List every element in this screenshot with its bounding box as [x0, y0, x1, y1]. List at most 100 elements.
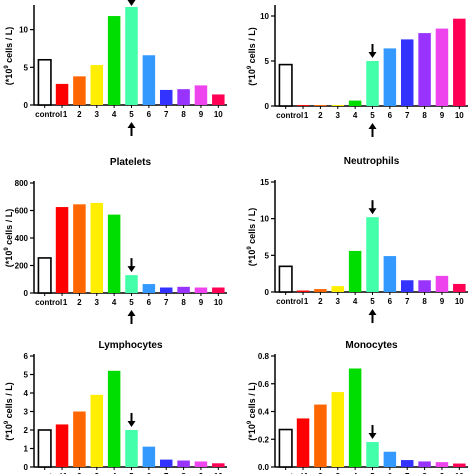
y-axis-label-sup: 9	[247, 420, 253, 424]
x-tick-label: 5	[129, 472, 134, 474]
bar-6	[383, 256, 397, 292]
marker-up-arrow-head	[368, 123, 377, 129]
bar-6	[383, 48, 397, 106]
x-tick-label: 6	[147, 298, 152, 307]
bar-10	[453, 463, 466, 467]
chart-panel-3: Platelets(*109 cells / L)0200400600800co…	[4, 157, 227, 324]
bar-5	[366, 61, 379, 106]
x-tick-label: 8	[181, 472, 186, 474]
y-tick-label: 10	[260, 215, 269, 224]
bar-1	[296, 105, 310, 106]
bar-6	[142, 446, 156, 467]
x-tick-label: 8	[422, 472, 427, 474]
x-tick-label: 9	[199, 472, 204, 474]
x-tick-label: 8	[181, 298, 186, 307]
bar-8	[177, 286, 190, 293]
y-tick-label: 0	[265, 102, 270, 111]
y-tick-label: 5	[24, 63, 29, 72]
x-tick-label: 2	[318, 297, 323, 306]
x-tick-label: 4	[112, 110, 117, 119]
marker-down-arrow-head	[368, 208, 377, 215]
chart-panel-6: Monocytes(*109 cells / L)0.00.20.40.60.8…	[247, 340, 468, 474]
bar-4	[348, 100, 362, 106]
x-tick-label: 4	[112, 472, 117, 474]
x-tick-label: 9	[440, 297, 445, 306]
x-tick-label: 9	[440, 472, 445, 474]
bar-control	[278, 63, 293, 107]
bar-10	[453, 18, 466, 107]
bar-9	[435, 28, 449, 107]
chart-title: Monocytes	[345, 340, 398, 351]
x-tick-label: 2	[318, 111, 323, 120]
marker-down-arrow-head	[368, 433, 377, 440]
bar-5	[125, 275, 138, 293]
x-tick-label: 3	[336, 111, 341, 120]
chart-panel-4: Neutrophils(*109 cells / L)051015control…	[247, 156, 468, 323]
x-tick-label: 5	[129, 298, 134, 307]
bar-7	[400, 280, 414, 292]
x-tick-label: 4	[112, 298, 117, 307]
bar-2	[314, 105, 327, 106]
x-tick-label: 8	[422, 111, 427, 120]
bar-4	[107, 370, 121, 467]
bar-8	[177, 460, 190, 467]
x-tick-label: 3	[95, 298, 100, 307]
y-axis-label-suffix: cells / L)	[247, 27, 257, 66]
x-tick-label: 7	[164, 298, 169, 307]
bar-4	[107, 214, 121, 293]
x-tick-label: 3	[95, 472, 100, 474]
x-tick-label: 9	[199, 110, 204, 119]
y-tick-label: 5	[265, 251, 270, 260]
chart-panel-5: Lymphocytes(*109 cells / L)0123456contro…	[4, 340, 227, 474]
bar-2	[73, 411, 86, 467]
y-axis-label: (*109 cells / L)	[247, 27, 257, 85]
bar-5	[366, 442, 379, 467]
marker-up-arrow-head	[127, 310, 136, 316]
bar-2	[73, 76, 86, 105]
y-axis-label-sup: 9	[247, 65, 253, 69]
x-tick-label: 9	[199, 298, 204, 307]
x-tick-label: 1	[63, 298, 68, 307]
x-tick-label: 5	[370, 297, 375, 306]
x-tick-label: control	[35, 472, 62, 474]
x-tick-label: 2	[77, 110, 82, 119]
bar-4	[107, 16, 121, 105]
x-tick-label: 6	[147, 110, 152, 119]
y-axis-label-prefix: (*10	[4, 69, 14, 86]
y-tick-label: 10	[260, 12, 269, 21]
y-axis-label-prefix: (*10	[247, 69, 257, 86]
x-tick-label: 10	[214, 472, 223, 474]
bar-1	[55, 207, 69, 293]
x-tick-label: 7	[405, 472, 410, 474]
x-tick-label: 1	[63, 472, 68, 474]
bar-8	[418, 33, 431, 106]
bar-10	[453, 283, 466, 292]
chart-title: Platelets	[110, 157, 152, 168]
x-tick-label: 10	[455, 111, 464, 120]
x-tick-label: 3	[336, 472, 341, 474]
bar-9	[194, 287, 208, 293]
y-tick-label: 10	[19, 26, 28, 35]
bar-2	[73, 204, 86, 293]
x-tick-label: control	[35, 110, 62, 119]
bar-control	[37, 257, 52, 294]
x-tick-label: 1	[304, 297, 309, 306]
y-axis-label-sup: 9	[247, 246, 253, 250]
y-axis-label: (*109 cells / L)	[4, 382, 14, 440]
bar-control	[37, 58, 52, 106]
x-tick-label: 2	[318, 472, 323, 474]
bar-8	[418, 280, 431, 292]
bar-3	[90, 65, 104, 105]
bar-3	[331, 105, 345, 106]
bar-6	[142, 55, 156, 105]
x-tick-label: 10	[455, 472, 464, 474]
y-axis-label-suffix: cells / L)	[4, 382, 14, 421]
bar-3	[331, 286, 345, 292]
y-tick-label: 400	[15, 234, 29, 243]
y-axis-label-prefix: (*10	[247, 250, 257, 267]
y-tick-label: 0	[265, 288, 270, 297]
bar-7	[400, 39, 414, 106]
y-tick-label: 0.8	[258, 352, 270, 361]
